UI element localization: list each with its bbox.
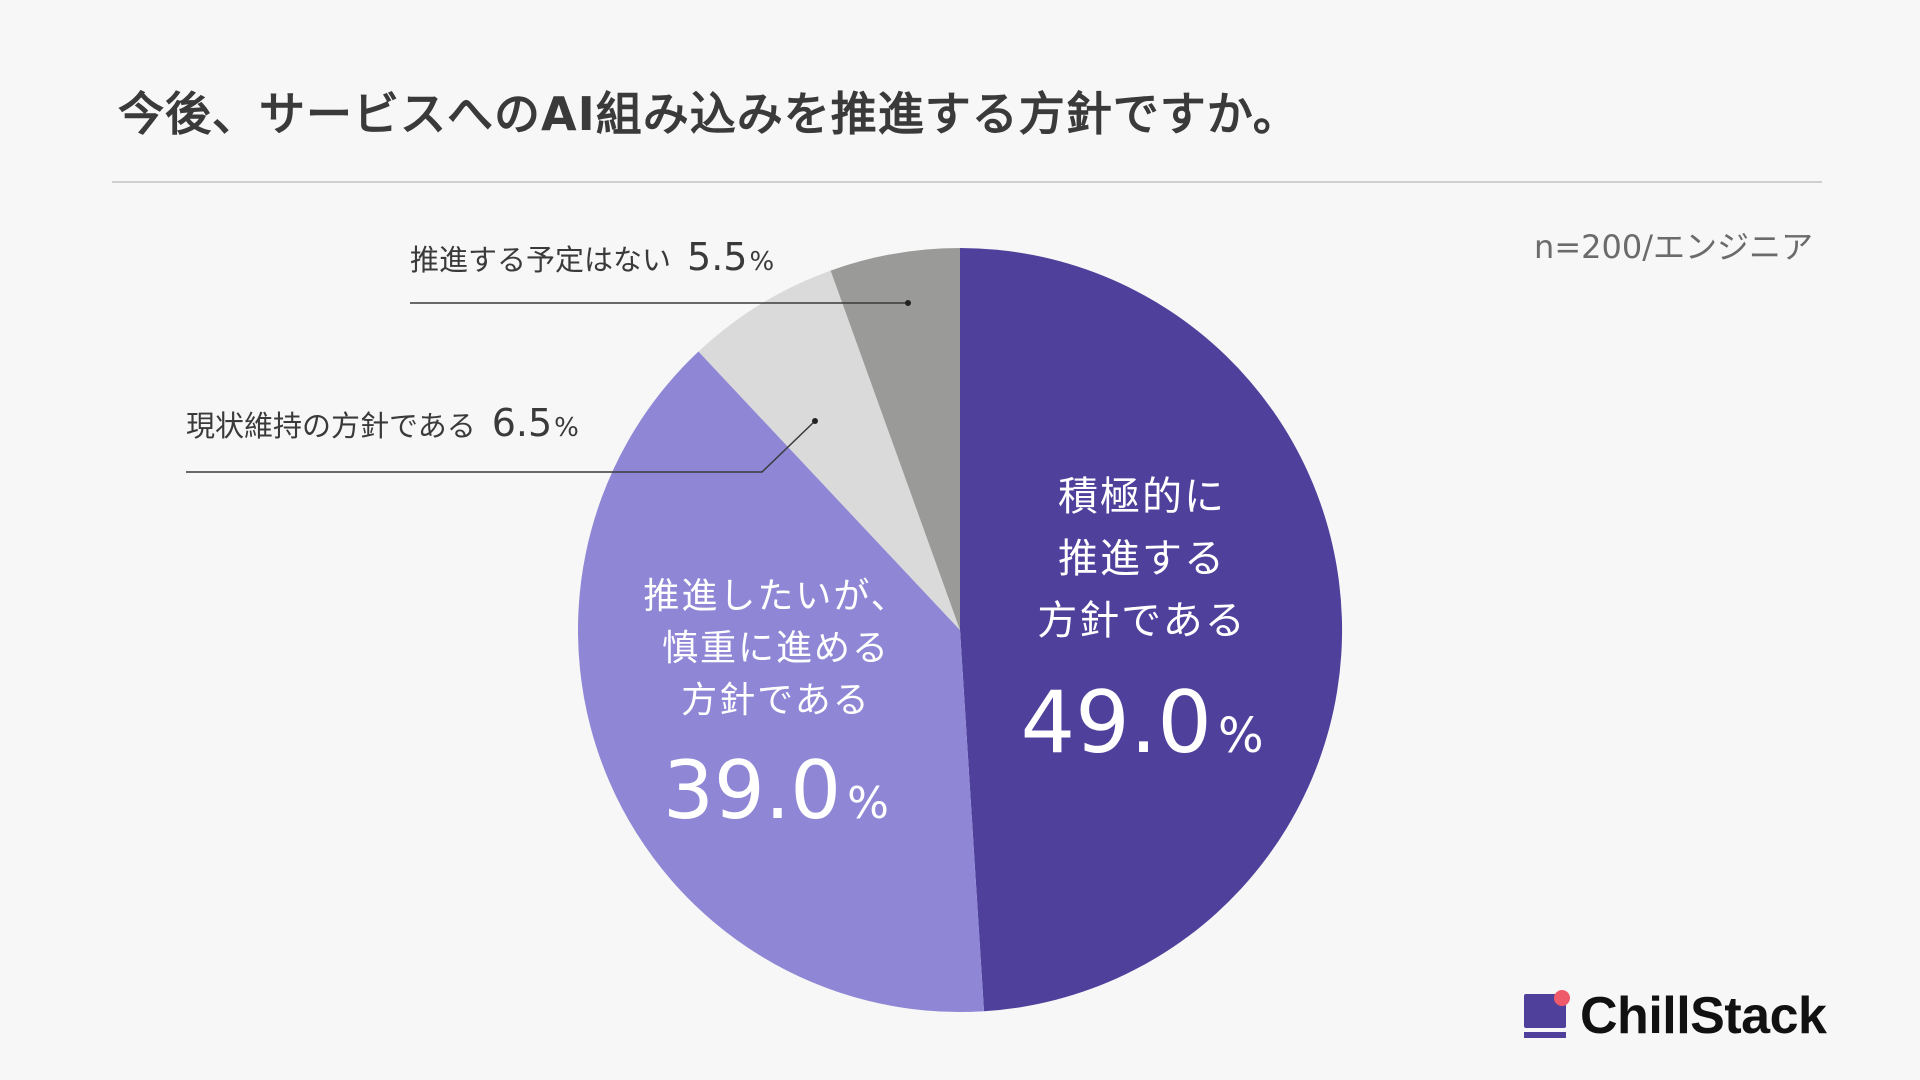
slice-2-label-line-1: 推進したいが、 [643, 576, 908, 617]
chillstack-logo: ChillStack [1524, 986, 1827, 1046]
slice-1-label-line-3: 方針である [1037, 598, 1247, 644]
slice-1-value-label: 49.0% [1020, 673, 1263, 773]
slice-2-value-label: 39.0% [663, 744, 889, 837]
slice-3-leader-line [186, 420, 816, 473]
pie-slice-3 [698, 270, 960, 630]
pie-slice-1 [960, 247, 1343, 1012]
slice-4-leader-dot [905, 300, 911, 306]
sample-size-note: n=200/エンジニア [1534, 228, 1813, 266]
slice-3-callout-label: 現状維持の方針である 6.5% [186, 401, 579, 445]
slice-4-callout-label: 推進する予定はない 5.5% [410, 235, 774, 279]
pie-slice-2 [577, 351, 984, 1013]
slice-3-leader-dot [812, 418, 818, 424]
slice-2-label-line-2: 慎重に進める [662, 628, 890, 669]
slice-1-label-line-1: 積極的に [1058, 474, 1226, 520]
logo-mark-icon [1524, 990, 1570, 1038]
logo-text: ChillStack [1580, 987, 1827, 1045]
slice-1-label-line-2: 推進する [1058, 536, 1226, 582]
title-divider [112, 181, 1822, 183]
pie-slice-4 [830, 248, 960, 630]
chart-title: 今後、サービスへのAI組み込みを推進する方針ですか。 [118, 87, 1300, 141]
slice-2-label-line-3: 方針である [681, 680, 871, 721]
